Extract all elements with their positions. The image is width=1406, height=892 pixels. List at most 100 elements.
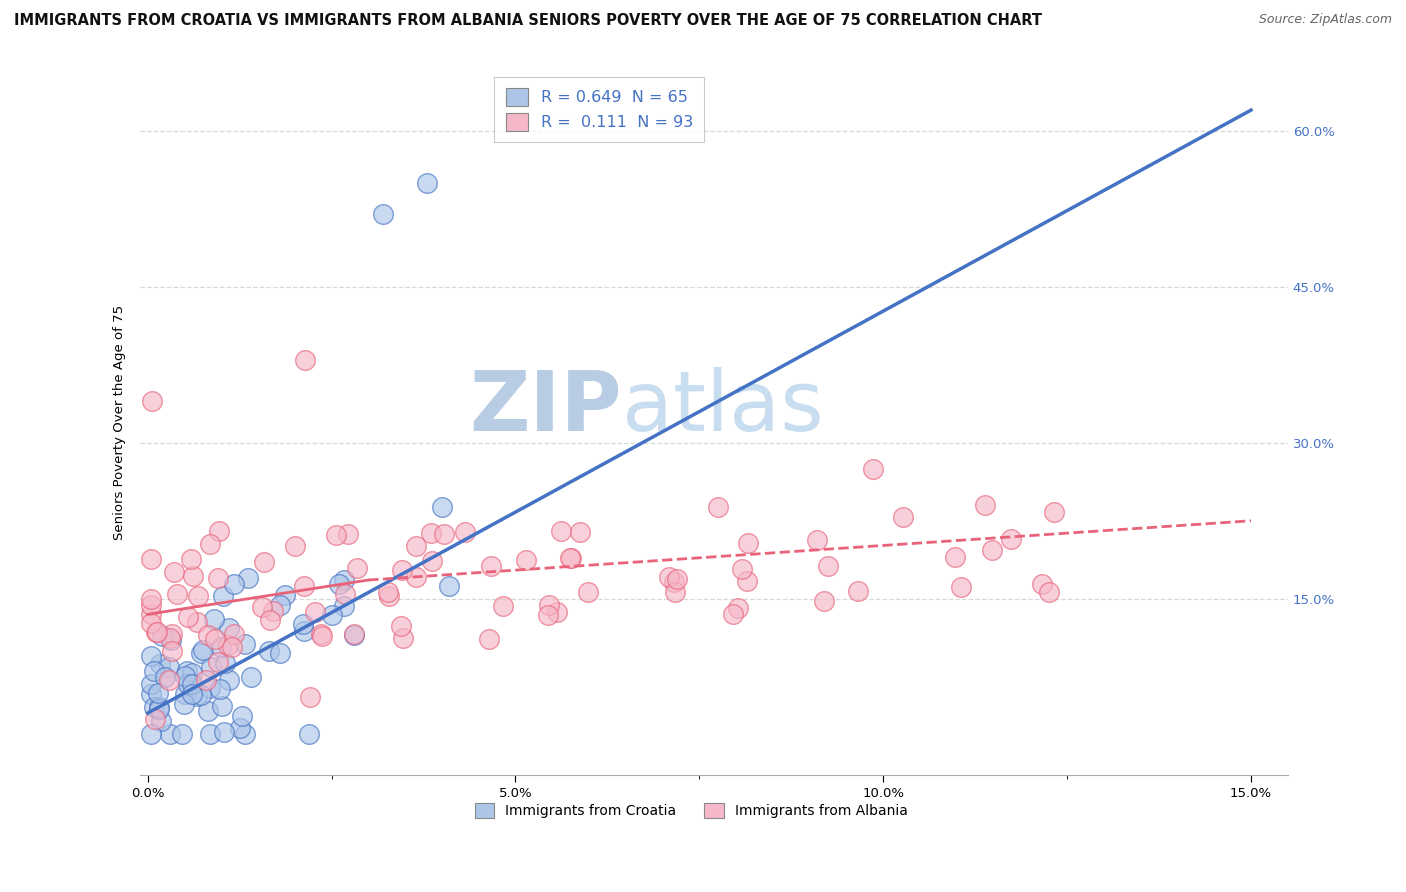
Point	[377, 584, 399, 599]
Point	[177, 677, 200, 691]
Point	[727, 601, 749, 615]
Point	[214, 656, 236, 670]
Point	[190, 688, 212, 702]
Point	[160, 632, 183, 647]
Point	[325, 528, 347, 542]
Point	[1031, 577, 1053, 591]
Point	[437, 579, 460, 593]
Point	[166, 587, 188, 601]
Point	[304, 605, 326, 619]
Point	[481, 558, 503, 573]
Point	[145, 625, 167, 640]
Point	[806, 533, 828, 547]
Point	[343, 626, 366, 640]
Point	[221, 640, 243, 654]
Point	[862, 462, 884, 476]
Point	[218, 673, 240, 687]
Point	[211, 698, 233, 713]
Text: IMMIGRANTS FROM CROATIA VS IMMIGRANTS FROM ALBANIA SENIORS POVERTY OVER THE AGE : IMMIGRANTS FROM CROATIA VS IMMIGRANTS FR…	[14, 13, 1042, 29]
Point	[148, 702, 170, 716]
Point	[146, 625, 169, 640]
Point	[416, 176, 439, 190]
Point	[200, 660, 222, 674]
Point	[142, 664, 165, 678]
Point	[148, 686, 170, 700]
Point	[141, 551, 163, 566]
Point	[198, 727, 221, 741]
Point	[343, 628, 366, 642]
Point	[943, 550, 966, 565]
Point	[236, 571, 259, 585]
Point	[150, 714, 173, 728]
Point	[207, 571, 229, 585]
Point	[170, 727, 193, 741]
Point	[173, 698, 195, 712]
Point	[1042, 505, 1064, 519]
Point	[558, 550, 581, 565]
Point	[252, 599, 274, 614]
Point	[707, 500, 730, 514]
Point	[546, 605, 568, 619]
Point	[186, 689, 208, 703]
Point	[180, 665, 202, 680]
Point	[209, 682, 232, 697]
Point	[664, 585, 686, 599]
Point	[141, 648, 163, 663]
Point	[333, 573, 356, 587]
Point	[515, 552, 537, 566]
Legend: Immigrants from Croatia, Immigrants from Albania: Immigrants from Croatia, Immigrants from…	[468, 797, 914, 825]
Point	[217, 638, 239, 652]
Point	[1038, 584, 1060, 599]
Point	[159, 631, 181, 645]
Point	[150, 629, 173, 643]
Point	[173, 669, 195, 683]
Point	[321, 608, 343, 623]
Point	[569, 525, 592, 540]
Point	[311, 629, 333, 643]
Point	[235, 637, 257, 651]
Point	[346, 561, 368, 575]
Point	[197, 704, 219, 718]
Point	[405, 539, 427, 553]
Point	[478, 632, 501, 647]
Y-axis label: Seniors Poverty Over the Age of 75: Seniors Poverty Over the Age of 75	[114, 304, 127, 540]
Point	[204, 632, 226, 646]
Point	[658, 569, 681, 583]
Point	[846, 584, 869, 599]
Point	[141, 607, 163, 622]
Point	[141, 677, 163, 691]
Text: atlas: atlas	[623, 368, 824, 449]
Point	[141, 591, 163, 606]
Point	[141, 616, 163, 631]
Point	[218, 621, 240, 635]
Point	[723, 607, 745, 621]
Point	[391, 631, 413, 645]
Point	[187, 589, 209, 603]
Point	[231, 709, 253, 723]
Point	[141, 687, 163, 701]
Point	[538, 598, 561, 612]
Point	[212, 589, 235, 603]
Point	[181, 568, 204, 582]
Point	[191, 643, 214, 657]
Point	[405, 570, 427, 584]
Point	[731, 562, 754, 576]
Point	[328, 577, 350, 591]
Point	[294, 352, 316, 367]
Point	[177, 609, 200, 624]
Point	[333, 599, 356, 613]
Point	[284, 539, 307, 553]
Point	[207, 656, 229, 670]
Point	[143, 712, 166, 726]
Point	[389, 618, 412, 632]
Point	[813, 594, 835, 608]
Point	[974, 498, 997, 512]
Point	[735, 574, 758, 588]
Text: ZIP: ZIP	[470, 368, 623, 449]
Point	[157, 660, 180, 674]
Point	[160, 644, 183, 658]
Point	[148, 700, 170, 714]
Point	[224, 626, 246, 640]
Point	[1000, 533, 1022, 547]
Point	[262, 604, 284, 618]
